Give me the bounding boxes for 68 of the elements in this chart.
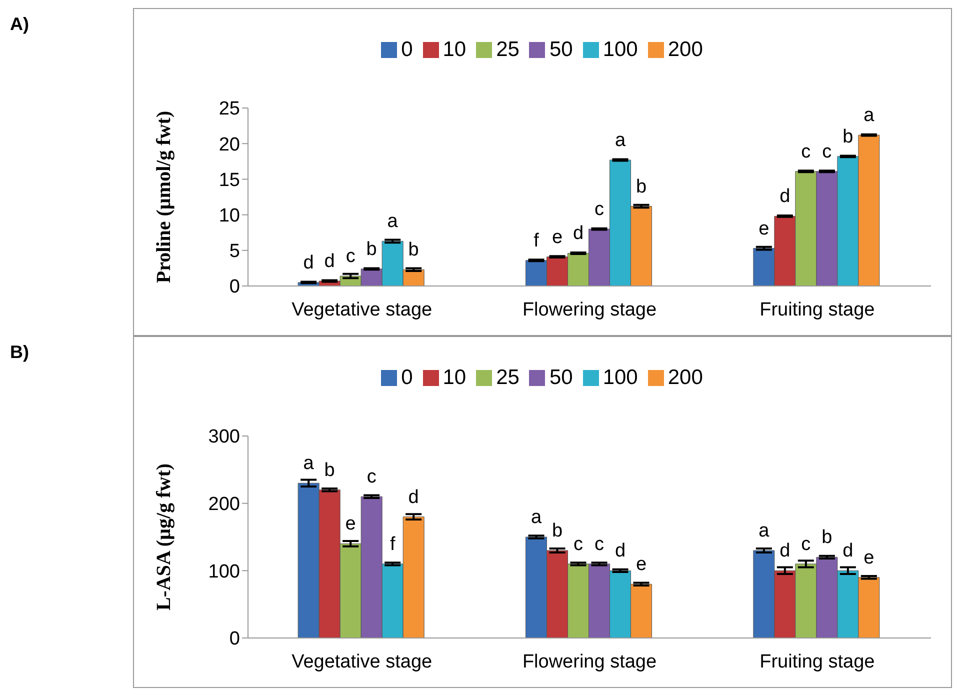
y-axis-title: Proline (µmol/g fwt) [153, 110, 176, 284]
y-tick-label: 20 [218, 134, 240, 156]
data-label: e [864, 547, 874, 568]
y-tick-label: 300 [208, 426, 240, 448]
data-label: a [530, 507, 542, 528]
legend-label: 0 [401, 38, 413, 62]
legend-label: 200 [668, 366, 703, 390]
data-label: d [303, 252, 314, 274]
data-label: d [842, 540, 854, 562]
y-tick-label: 100 [208, 561, 240, 582]
data-label: c [822, 141, 832, 162]
data-label: f [534, 230, 540, 252]
y-tick-label: 200 [208, 494, 240, 516]
x-tick-label: Vegetative stage [292, 299, 432, 320]
data-label: a [387, 211, 398, 232]
data-label: b [408, 240, 419, 261]
legend-label: 25 [496, 38, 520, 62]
legend-label: 100 [602, 366, 638, 390]
data-label: c [801, 534, 811, 555]
data-label: a [614, 130, 626, 151]
data-label: a [864, 105, 875, 126]
text: A) [10, 14, 29, 34]
data-label: b [366, 238, 377, 260]
data-label: a [758, 520, 770, 542]
data-label: e [758, 218, 770, 240]
data-label: f [390, 534, 396, 555]
data-label: d [408, 486, 419, 508]
legend-label: 10 [442, 38, 466, 62]
legend-label: 200 [668, 38, 703, 62]
data-label: e [345, 514, 356, 535]
legend-label: 25 [496, 366, 520, 390]
legend-label: 0 [401, 366, 413, 390]
legend-label: 10 [442, 366, 466, 390]
data-label: d [780, 540, 790, 562]
data-label: a [303, 453, 314, 474]
data-label: c [594, 534, 604, 555]
data-label: c [594, 199, 604, 220]
y-axis-title: L-ASA (µg/g fwt) [153, 463, 176, 611]
data-label: b [822, 527, 832, 548]
data-label: c [801, 141, 811, 162]
x-tick-label: Fruiting stage [760, 299, 875, 320]
data-label: d [572, 223, 584, 244]
legend-label: 50 [549, 366, 573, 390]
data-label: c [574, 534, 584, 555]
data-label: b [636, 176, 647, 198]
legend-label: 50 [549, 38, 573, 62]
data-label: d [780, 186, 790, 208]
legend-label: 100 [602, 38, 638, 62]
data-label: b [842, 126, 854, 148]
data-label: c [346, 246, 356, 268]
x-tick-label: Fruiting stage [760, 651, 875, 672]
y-tick-label: 5 [229, 241, 240, 262]
data-label: d [324, 251, 335, 272]
y-tick-label: 25 [218, 98, 240, 120]
y-tick-label: 15 [218, 170, 240, 191]
y-tick-label: 0 [229, 628, 240, 650]
data-label: c [366, 466, 376, 488]
data-label: b [324, 460, 335, 481]
data-label: b [552, 520, 563, 542]
text: B) [10, 342, 29, 362]
y-tick-label: 0 [229, 276, 240, 298]
y-tick-label: 10 [218, 206, 240, 227]
data-label: d [614, 540, 626, 562]
x-tick-label: Flowering stage [522, 651, 657, 672]
x-tick-label: Flowering stage [522, 299, 657, 320]
x-tick-label: Vegetative stage [292, 651, 432, 672]
data-label: e [552, 226, 563, 248]
data-label: e [636, 554, 647, 576]
